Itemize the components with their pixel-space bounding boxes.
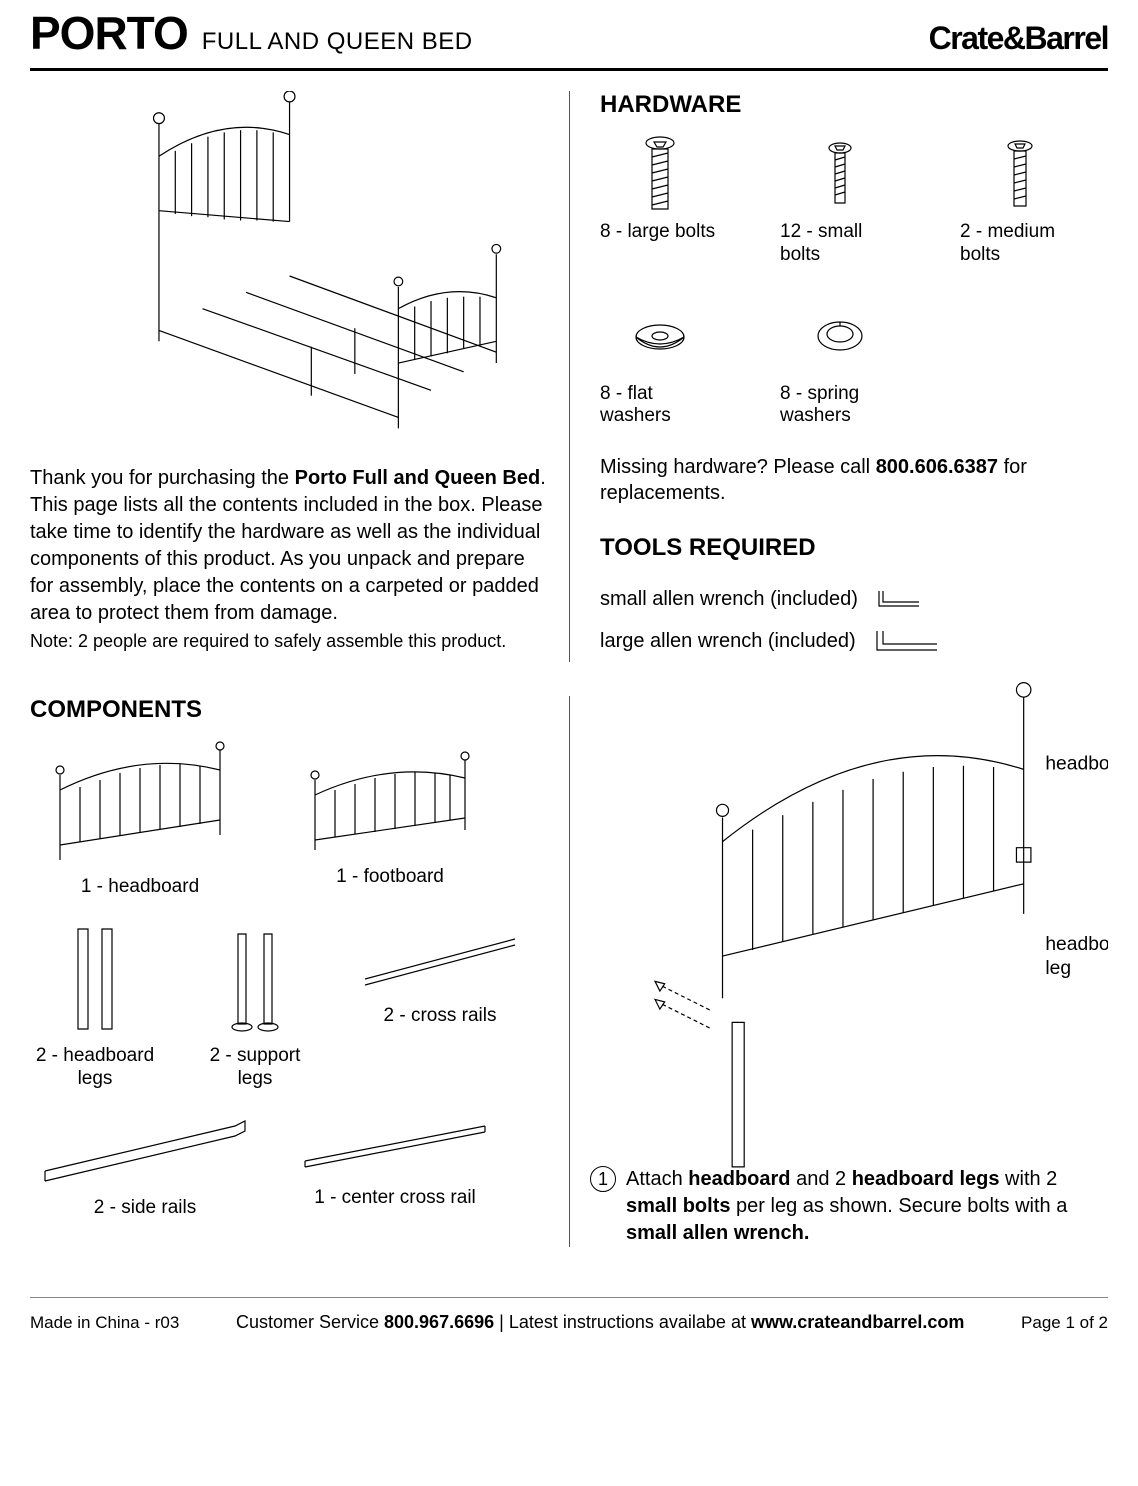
product-name: PORTO [30,6,188,60]
hardware-grid: 8 - large bolts 12 - small bolts [600,135,1108,428]
step1-illustration: headboard headboard leg [590,696,1108,1156]
product-subtitle: FULL AND QUEEN BED [202,28,473,56]
tool-item: small allen wrench (included) [600,578,1108,620]
washer-icon [813,297,868,377]
support-leg-icon [220,919,290,1039]
tools-title: TOOLS REQUIRED [600,534,1108,562]
components-grid: 1 - headboard 1 - footboard [30,740,549,1219]
headboard-icon [40,740,240,870]
comp-support-legs: 2 - support legs [190,919,320,1091]
footer-right: Page 1 of 2 [1021,1313,1108,1333]
rail-icon [355,919,525,999]
bolt-icon [1003,135,1037,215]
hw-label: 8 - flat washers [600,383,720,429]
step1-column: headboard headboard leg 1 Attach headboa… [569,696,1108,1247]
missing-hardware-text: Missing hardware? Please call 800.606.63… [600,454,1108,506]
comp-label: 1 - footboard [336,866,444,889]
intro-note: Note: 2 people are required to safely as… [30,631,549,652]
footboard-icon [295,740,485,860]
leg-icon [60,919,130,1039]
hw-label: 2 - medium bolts [960,221,1080,267]
tool-label: small allen wrench (included) [600,578,858,620]
components-column: COMPONENTS 1 - headboard [30,696,569,1247]
hw-flat-washers: 8 - flat washers [600,297,720,429]
comp-label: 1 - center cross rail [314,1187,476,1210]
hw-large-bolts: 8 - large bolts [600,135,720,267]
comp-headboard-legs: 2 - headboard legs [30,919,160,1091]
page-footer: Made in China - r03 Customer Service 800… [30,1297,1108,1333]
step-number-badge: 1 [590,1166,616,1192]
components-title: COMPONENTS [30,696,549,724]
comp-label: 2 - headboard legs [30,1045,160,1091]
comp-label: 2 - support legs [190,1045,320,1091]
header-left: PORTO FULL AND QUEEN BED [30,6,473,60]
step-label-headboard: headboard [1045,754,1108,775]
comp-headboard: 1 - headboard [30,740,250,899]
hw-medium-bolts: 2 - medium bolts [960,135,1080,267]
hw-spring-washers: 8 - spring washers [780,297,900,429]
brand-logo: Crate&Barrel [929,20,1108,57]
intro-suffix: . This page lists all the contents inclu… [30,467,546,624]
footer-center: Customer Service 800.967.6696 | Latest i… [236,1312,964,1333]
comp-footboard: 1 - footboard [280,740,500,899]
step-label-leg2: leg [1045,958,1071,979]
tools-list: small allen wrench (included) large alle… [600,578,1108,662]
step1-text: 1 Attach headboard and 2 headboard legs … [590,1166,1108,1247]
missing-phone: 800.606.6387 [876,456,998,478]
washer-icon [630,297,690,377]
missing-prefix: Missing hardware? Please call [600,456,876,478]
components-row: COMPONENTS 1 - headboard [30,696,1108,1247]
bed-illustration [30,91,549,461]
comp-label: 1 - headboard [81,876,199,899]
hardware-title: HARDWARE [600,91,1108,119]
comp-side-rails: 2 - side rails [30,1111,260,1220]
comp-cross-rails: 2 - cross rails [350,919,530,1091]
hardware-tools-column: HARDWARE 8 - large bolts [569,91,1108,662]
step-instruction: Attach headboard and 2 headboard legs wi… [626,1166,1108,1247]
intro-column: Thank you for purchasing the Porto Full … [30,91,569,662]
bolt-icon [825,135,855,215]
hw-small-bolts: 12 - small bolts [780,135,900,267]
intro-text: Thank you for purchasing the Porto Full … [30,465,549,627]
tool-item: large allen wrench (included) [600,620,1108,662]
intro-bold: Porto Full and Queen Bed [295,467,541,489]
hw-label: 8 - spring washers [780,383,900,429]
side-rail-icon [35,1111,255,1191]
main-row: Thank you for purchasing the Porto Full … [30,91,1108,662]
bolt-icon [640,135,680,215]
allen-wrench-icon [874,586,924,612]
hw-label: 8 - large bolts [600,221,720,244]
hw-label: 12 - small bolts [780,221,900,267]
step-label-leg1: headboard [1045,934,1108,955]
comp-label: 2 - side rails [94,1197,196,1220]
footer-left: Made in China - r03 [30,1313,179,1333]
tool-label: large allen wrench (included) [600,620,856,662]
intro-prefix: Thank you for purchasing the [30,467,295,489]
allen-wrench-icon [872,626,942,656]
center-rail-icon [295,1111,495,1181]
page-header: PORTO FULL AND QUEEN BED Crate&Barrel [30,0,1108,71]
comp-label: 2 - cross rails [384,1005,497,1028]
comp-center-cross-rail: 1 - center cross rail [290,1111,500,1220]
